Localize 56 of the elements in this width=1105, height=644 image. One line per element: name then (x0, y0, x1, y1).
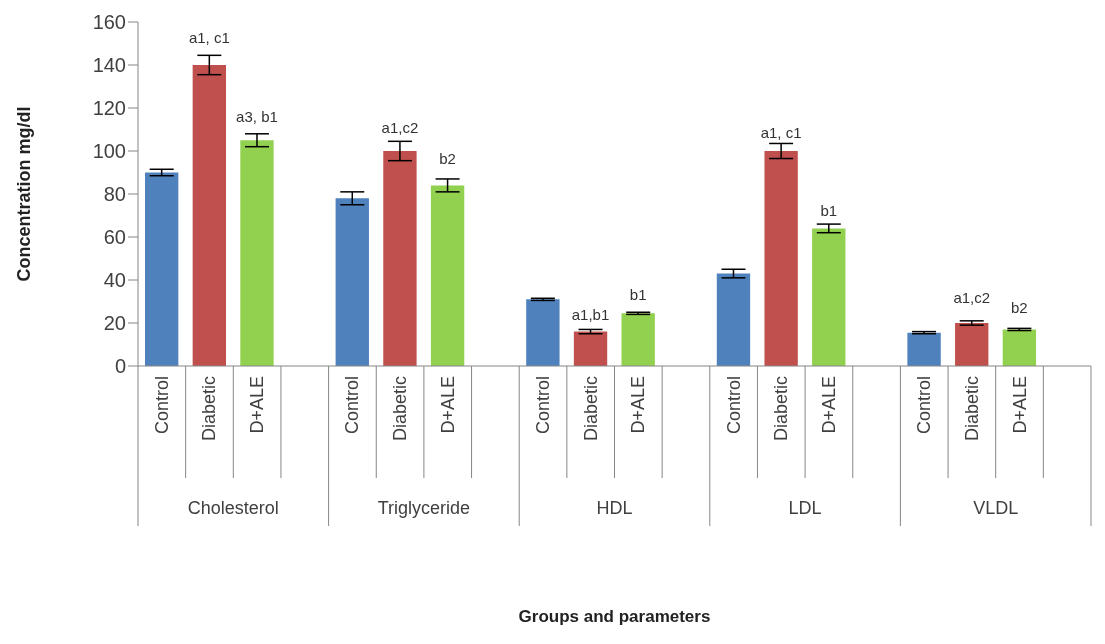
bar (240, 140, 274, 366)
text: Triglyceride (377, 498, 471, 518)
x-tick-label: D+ALE (247, 376, 268, 434)
bar (573, 331, 608, 366)
bar (621, 313, 655, 366)
y-tick-label: 60 (103, 226, 126, 249)
x-tick-label: Control (151, 376, 172, 435)
y-tick-label: 40 (103, 269, 126, 292)
bar (335, 198, 369, 366)
x-tick-label: D+ALE (818, 376, 839, 434)
x-tick-label: D+ALE (628, 376, 649, 434)
bar (430, 185, 465, 366)
y-tick-label: 160 (92, 11, 126, 34)
x-tick-label: D+ALE (437, 376, 458, 434)
bar (716, 273, 751, 366)
x-tick-label: Diabetic (771, 376, 792, 442)
data-label: a1,c2 (953, 289, 991, 307)
data-label: a3, b1 (236, 107, 278, 125)
x-tick-label: Control (723, 376, 744, 435)
x-tick-label: Control (914, 376, 935, 435)
text: Cholesterol (187, 498, 279, 518)
y-tick-label: 20 (103, 312, 126, 335)
data-label: a1, c1 (760, 123, 802, 141)
bar (812, 228, 846, 366)
x-tick-label: Diabetic (199, 376, 220, 442)
y-tick-label: 120 (92, 97, 126, 120)
x-tick-label: Diabetic (580, 376, 601, 442)
text: HDL (596, 498, 633, 518)
x-tick-label: Diabetic (390, 376, 411, 442)
data-label: b1 (820, 202, 838, 220)
bar (1002, 329, 1037, 366)
y-tick-label: 100 (92, 140, 126, 163)
data-label: b2 (439, 149, 456, 167)
bar (907, 332, 941, 366)
bar (192, 65, 227, 366)
bar (145, 172, 179, 366)
x-tick-label: Diabetic (961, 376, 982, 442)
data-label: a1,b1 (571, 305, 610, 323)
bar (764, 151, 798, 366)
x-tick-label: D+ALE (1009, 376, 1030, 434)
x-tick-label: Control (533, 376, 554, 435)
text: VLDL (973, 498, 1019, 518)
data-label: a1,c2 (381, 118, 419, 136)
data-label: a1, c1 (188, 29, 230, 47)
y-tick-label: 80 (103, 183, 126, 206)
y-tick-label: 140 (92, 54, 126, 77)
bar (526, 299, 560, 366)
bar (383, 151, 417, 366)
x-tick-label: Control (342, 376, 363, 435)
data-label: b2 (1011, 299, 1028, 317)
bar (955, 323, 989, 366)
y-tick-label: 0 (114, 355, 126, 378)
text: LDL (788, 498, 822, 518)
text: Groups and parameters (518, 607, 711, 626)
data-label: b1 (629, 286, 647, 304)
y-axis-title: Concentration mg/dl (14, 106, 35, 282)
